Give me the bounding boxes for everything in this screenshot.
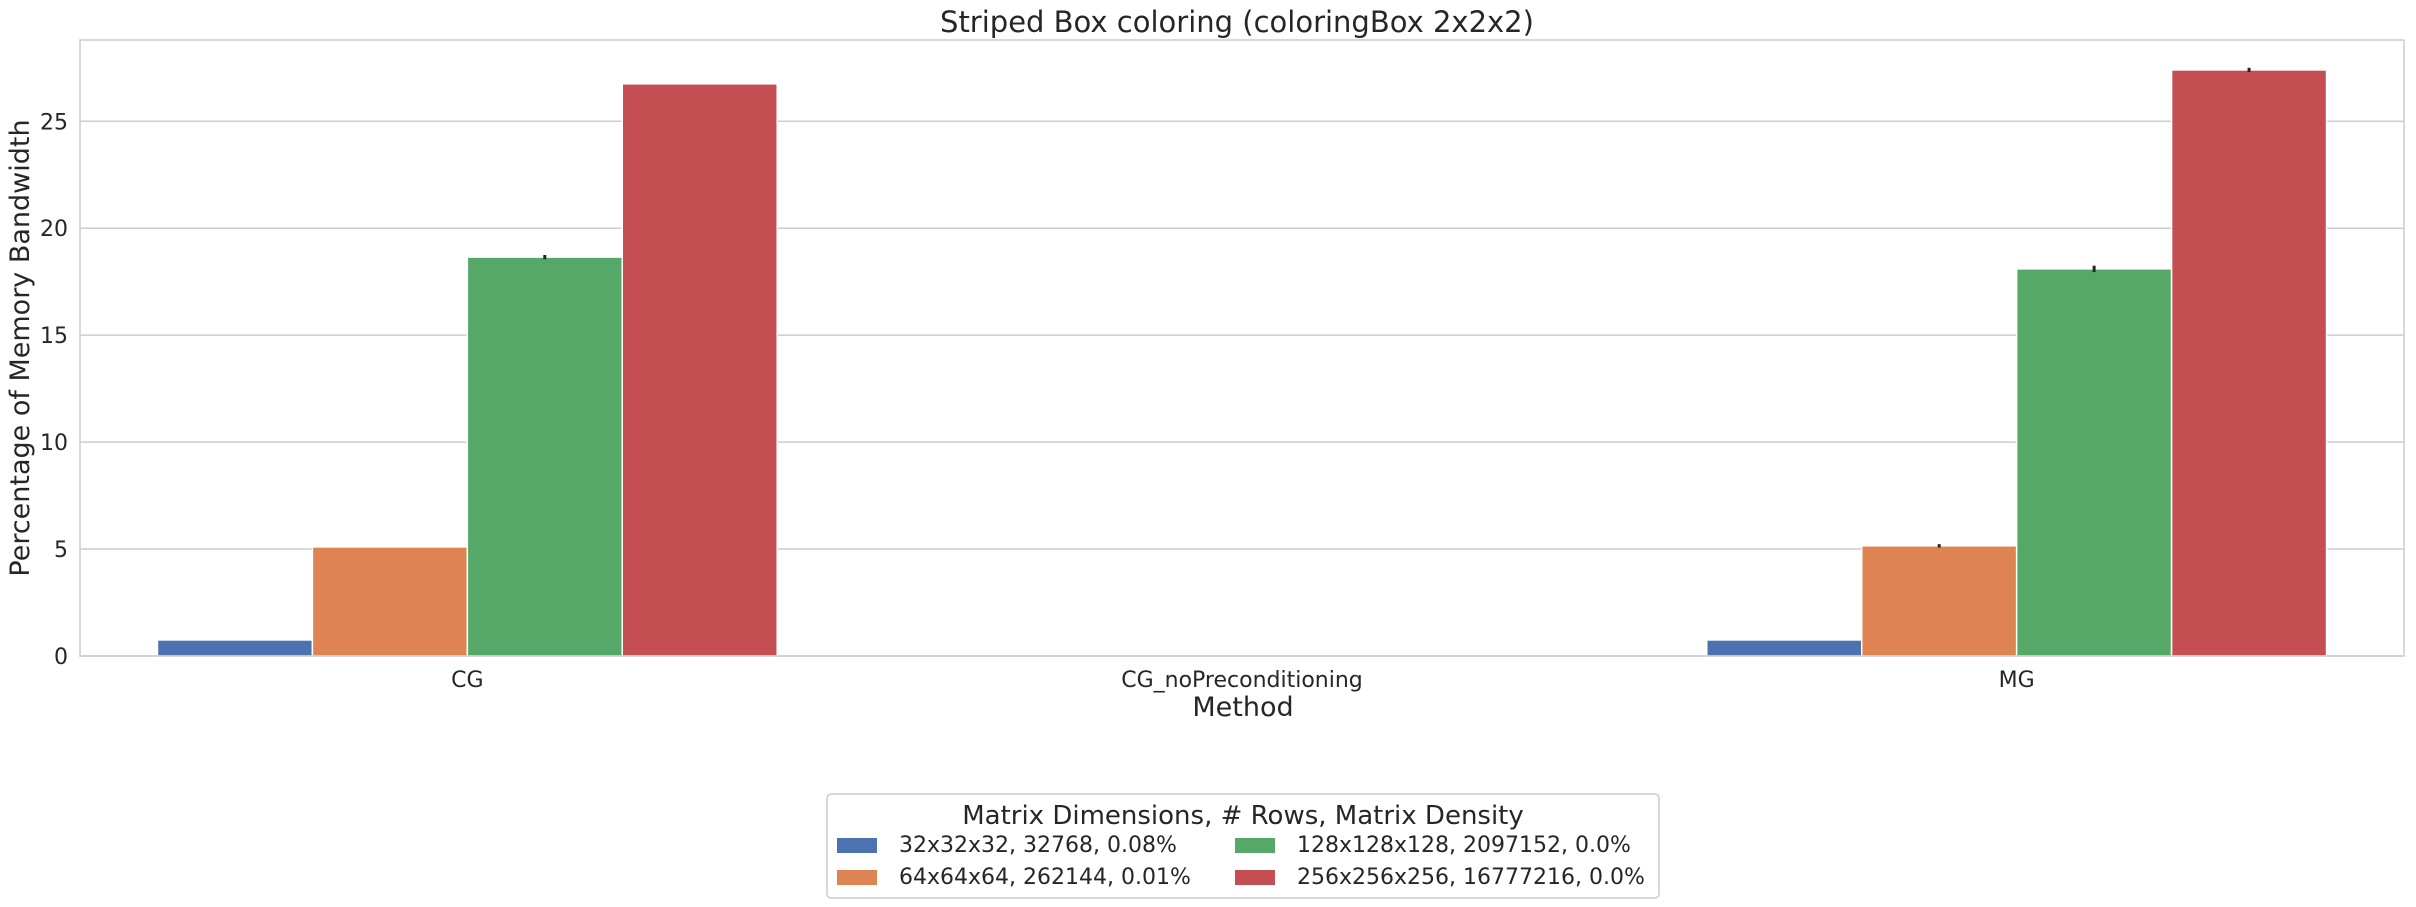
legend: Matrix Dimensions, # Rows, Matrix Densit… <box>826 793 1660 899</box>
bar <box>2015 268 2173 657</box>
legend-title: Matrix Dimensions, # Rows, Matrix Densit… <box>962 801 1524 831</box>
legend-label: 32x32x32, 32768, 0.08% <box>899 833 1177 858</box>
legend-swatch <box>837 870 877 885</box>
y-tick-label: 5 <box>54 538 68 563</box>
legend-swatch <box>1235 838 1275 853</box>
x-tick-label: CG <box>451 668 483 693</box>
x-tick-labels: CG CG_noPreconditioning MG <box>451 668 2035 693</box>
y-tick-labels: 0 5 10 15 20 25 <box>40 110 68 670</box>
y-tick-label: 10 <box>40 431 68 456</box>
plot-frame <box>79 39 2405 657</box>
x-tick-label: CG_noPreconditioning <box>1121 668 1363 693</box>
bar <box>466 256 624 657</box>
bar <box>156 639 314 657</box>
error-bars <box>543 67 2251 548</box>
x-axis-label: Method <box>1192 692 1293 723</box>
bars <box>156 69 2328 657</box>
bar <box>1706 639 1863 657</box>
y-tick-label: 20 <box>40 217 68 242</box>
legend-label: 64x64x64, 262144, 0.01% <box>899 865 1191 890</box>
legend-swatch <box>837 838 877 853</box>
y-tick-label: 15 <box>40 324 68 349</box>
legend-swatch <box>1235 870 1275 885</box>
y-tick-label: 0 <box>54 645 68 670</box>
bar <box>311 546 469 657</box>
legend-label: 128x128x128, 2097152, 0.0% <box>1297 833 1631 858</box>
legend-label: 256x256x256, 16777216, 0.0% <box>1297 865 1645 890</box>
bar <box>2170 69 2328 657</box>
bar <box>621 83 778 657</box>
y-axis-label: Percentage of Memory Bandwidth <box>5 119 36 576</box>
chart-title: Striped Box coloring (coloringBox 2x2x2) <box>940 5 1534 39</box>
x-tick-label: MG <box>1999 668 2035 693</box>
y-tick-label: 25 <box>40 110 68 135</box>
bar <box>1860 545 2018 657</box>
